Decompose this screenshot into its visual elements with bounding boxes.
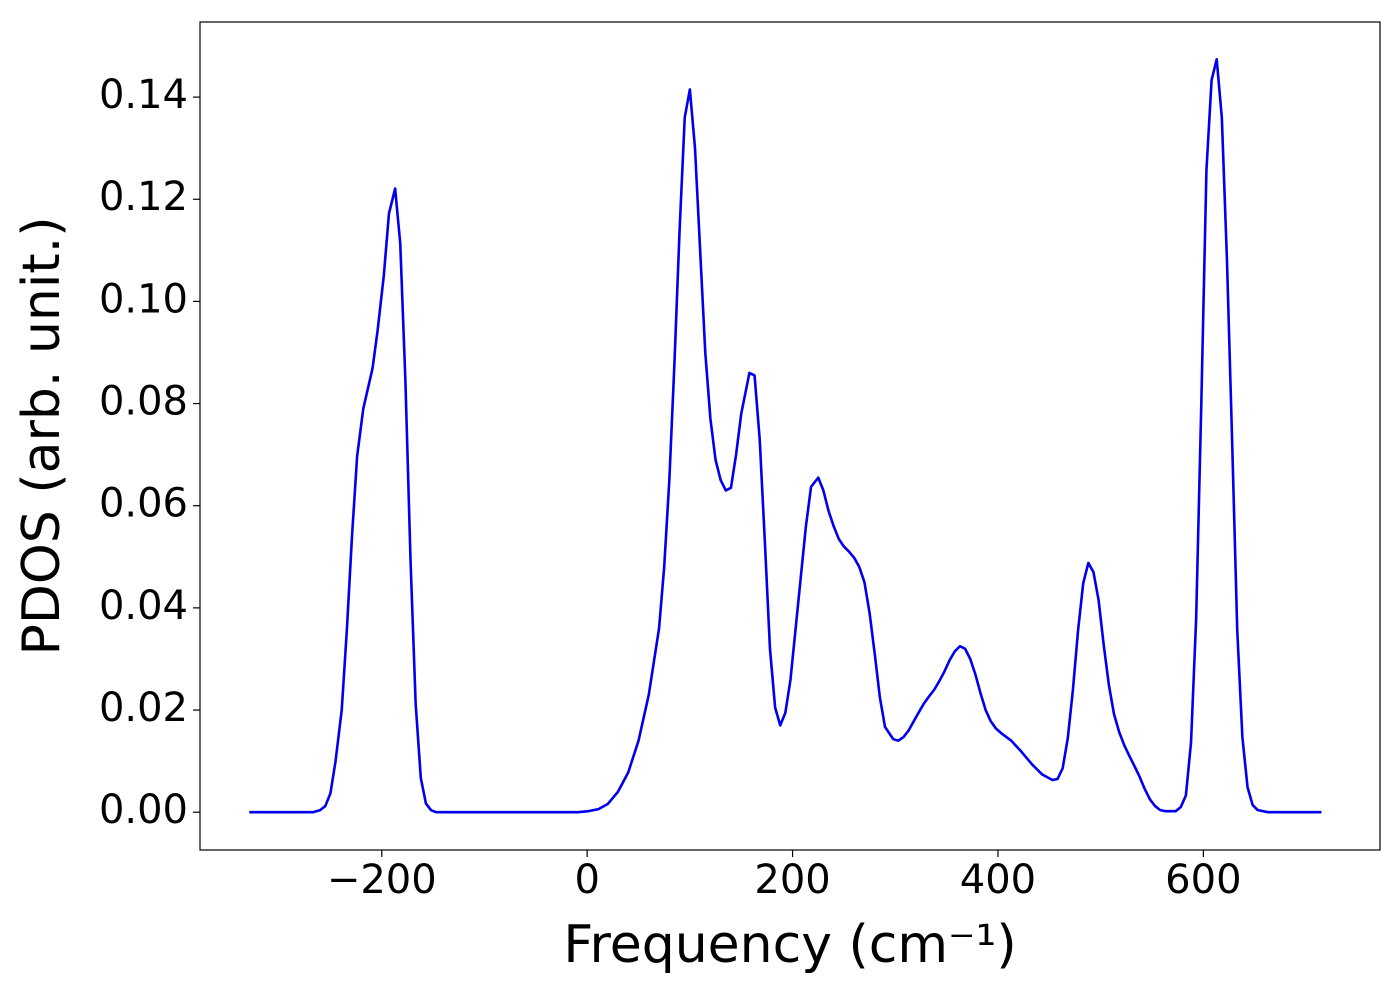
x-tick-label: 200 bbox=[754, 857, 830, 903]
y-tick-label: 0.10 bbox=[99, 276, 188, 322]
y-tick-label: 0.04 bbox=[99, 583, 188, 629]
y-tick-label: 0.02 bbox=[99, 685, 188, 731]
y-tick-label: 0.08 bbox=[99, 379, 188, 425]
y-tick-label: 0.00 bbox=[99, 787, 188, 833]
plot-frame bbox=[199, 21, 1381, 851]
y-tick-label: 0.12 bbox=[99, 174, 188, 220]
x-tick-label: 400 bbox=[960, 857, 1036, 903]
x-tick-label: 0 bbox=[574, 857, 599, 903]
y-tick-label: 0.06 bbox=[99, 481, 188, 527]
x-axis-label: Frequency (cm⁻¹) bbox=[563, 915, 1016, 975]
x-tick-label: −200 bbox=[327, 857, 437, 903]
x-tick-label: 600 bbox=[1165, 857, 1241, 903]
y-tick-label: 0.14 bbox=[99, 72, 188, 118]
y-axis-label: PDOS (arb. unit.) bbox=[12, 216, 72, 655]
data-line bbox=[249, 57, 1322, 814]
